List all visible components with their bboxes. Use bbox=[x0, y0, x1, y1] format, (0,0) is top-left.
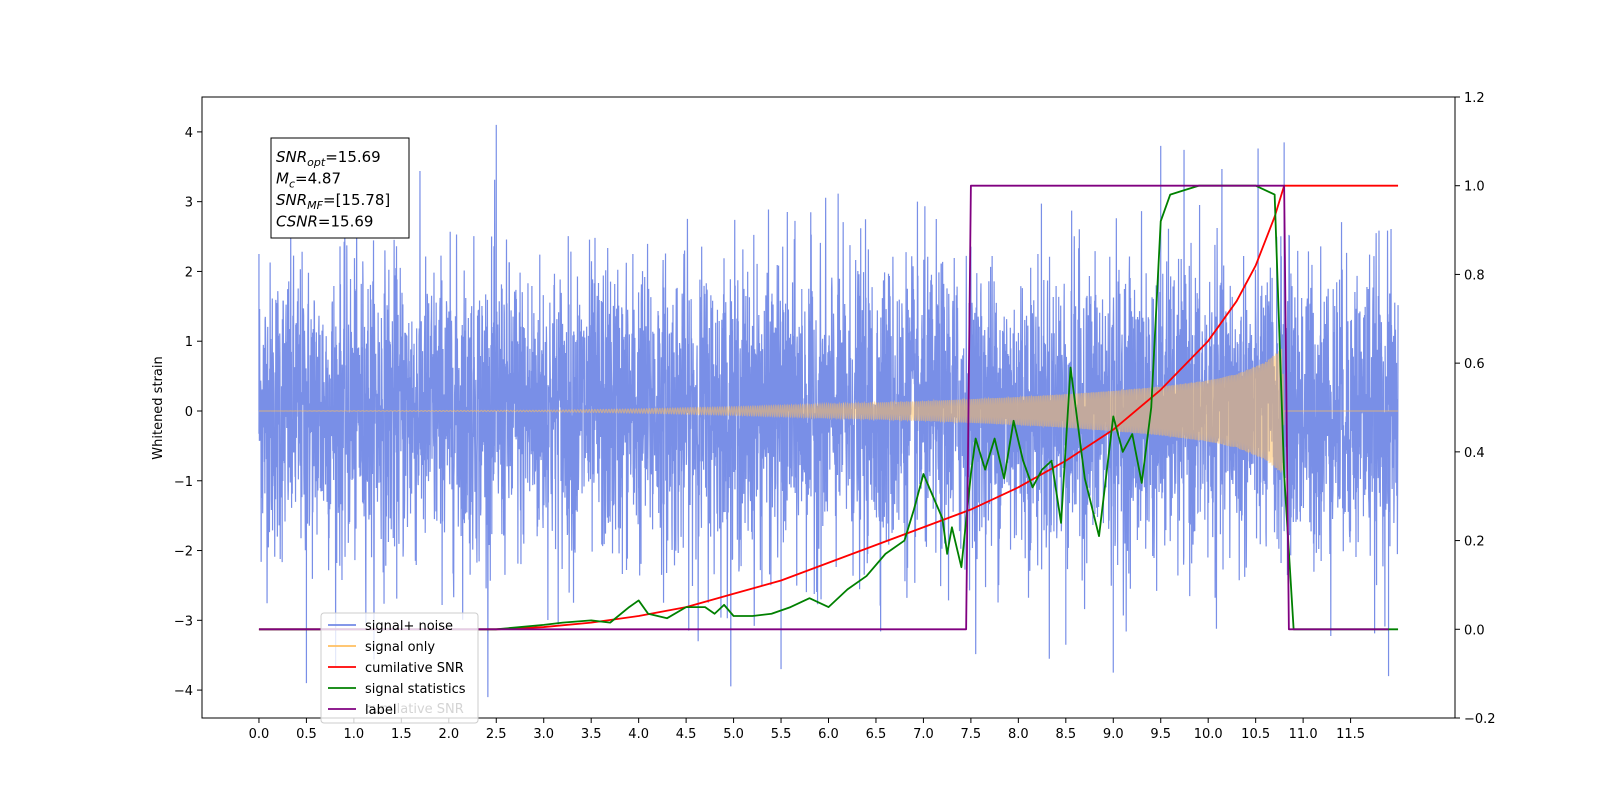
legend-label-cumilative-snr: cumilative SNR bbox=[365, 661, 464, 676]
y-axis-right: −0.2 0.0 0.2 0.4 0.6 0.8 1.0 1.2 bbox=[1455, 91, 1496, 727]
legend-label-signal-statistics: signal statistics bbox=[365, 682, 466, 697]
x-tick-label: 0.5 bbox=[296, 727, 317, 742]
x-tick-label: 9.5 bbox=[1150, 727, 1171, 742]
y-tick-label: −1 bbox=[174, 475, 193, 490]
x-tick-label: 8.0 bbox=[1008, 727, 1029, 742]
x-tick-label: 5.5 bbox=[771, 727, 792, 742]
x-tick-label: 6.5 bbox=[866, 727, 887, 742]
annotation-frame bbox=[270, 137, 410, 239]
x-tick-label: 7.0 bbox=[913, 727, 934, 742]
legend-label-label: label bbox=[365, 703, 396, 718]
y2-tick-label: 0.8 bbox=[1464, 268, 1485, 283]
y2-tick-label: 0.4 bbox=[1464, 446, 1485, 461]
y-tick-label: 4 bbox=[185, 126, 193, 141]
y2-tick-label: 0.2 bbox=[1464, 535, 1485, 550]
x-tick-label: 4.0 bbox=[628, 727, 649, 742]
stats-annotation-box: SNRopt=15.69Mc=4.87SNRMF=[15.78]CSNR=15.… bbox=[270, 137, 410, 239]
y-tick-label: 3 bbox=[185, 196, 193, 211]
x-tick-label: 2.0 bbox=[438, 727, 459, 742]
x-tick-label: 2.5 bbox=[486, 727, 507, 742]
y2-tick-label: −0.2 bbox=[1464, 712, 1496, 727]
annotation-line: SNRMF=[15.78] bbox=[276, 191, 390, 212]
legend: cumilative SNR signal+ noise signal only cu… bbox=[320, 612, 479, 724]
y-tick-label: −3 bbox=[174, 614, 193, 629]
x-tick-label: 10.0 bbox=[1194, 727, 1223, 742]
y-tick-label: 2 bbox=[185, 265, 193, 280]
x-tick-label: 11.0 bbox=[1289, 727, 1318, 742]
legend-frame bbox=[320, 612, 479, 724]
x-tick-label: 7.5 bbox=[961, 727, 982, 742]
annotation-line: CSNR=15.69 bbox=[276, 213, 373, 231]
y-axis-label: Whitened strain bbox=[151, 356, 166, 459]
legend-label-signal-only: signal only bbox=[365, 640, 435, 655]
x-tick-label: 1.0 bbox=[344, 727, 365, 742]
x-tick-label: 4.5 bbox=[676, 727, 697, 742]
y-axis-left: −4 −3 −2 −1 0 1 2 3 4 bbox=[174, 126, 202, 699]
x-tick-label: 10.5 bbox=[1241, 727, 1270, 742]
x-tick-label: 9.0 bbox=[1103, 727, 1124, 742]
annotation-line: Mc=4.87 bbox=[276, 170, 341, 191]
x-tick-label: 1.5 bbox=[391, 727, 412, 742]
y2-tick-label: 1.2 bbox=[1464, 91, 1485, 106]
x-tick-label: 3.5 bbox=[581, 727, 602, 742]
y2-tick-label: 1.0 bbox=[1464, 180, 1485, 195]
legend-ghost-text: cumilative SNR bbox=[365, 702, 464, 717]
y-tick-label: −4 bbox=[174, 684, 193, 699]
x-tick-label: 6.0 bbox=[818, 727, 839, 742]
y2-tick-label: 0.6 bbox=[1464, 357, 1485, 372]
series-signal-noise bbox=[258, 124, 1399, 698]
x-tick-label: 11.5 bbox=[1336, 727, 1365, 742]
series-layer bbox=[258, 124, 1399, 698]
x-axis: 0.0 0.5 1.0 1.5 2.0 2.5 3.0 3.5 4.0 4.5 5.0 5.5 6.0 6… bbox=[249, 718, 1365, 742]
x-tick-label: 8.5 bbox=[1055, 727, 1076, 742]
y-tick-label: 1 bbox=[185, 335, 193, 350]
legend-label-signal-noise: signal+ noise bbox=[365, 619, 453, 634]
y-tick-label: 0 bbox=[185, 405, 193, 420]
series-signal-only bbox=[258, 348, 1399, 473]
x-tick-label: 5.0 bbox=[723, 727, 744, 742]
x-tick-label: 0.0 bbox=[249, 727, 270, 742]
series-signal-statistics bbox=[258, 184, 1399, 631]
y-tick-label: −2 bbox=[174, 545, 193, 560]
series-label bbox=[258, 184, 1389, 631]
x-tick-label: 3.0 bbox=[533, 727, 554, 742]
y2-tick-label: 0.0 bbox=[1464, 623, 1485, 638]
annotation-line: SNRopt=15.69 bbox=[276, 148, 381, 169]
